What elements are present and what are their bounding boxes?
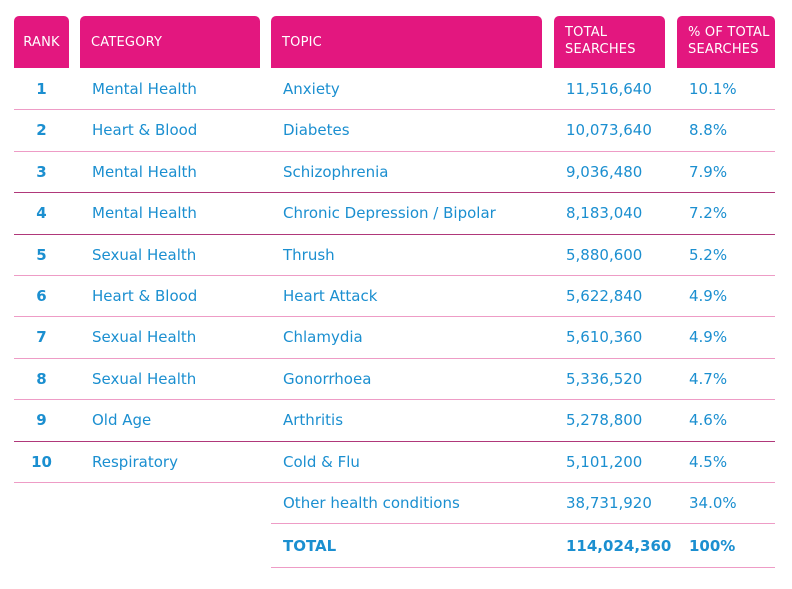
cell-category: Mental Health [92,80,197,98]
header-pct-label-line1: % OF TOTAL [688,25,770,40]
cell-category: Mental Health [92,162,197,181]
cell-total-searches: 5,278,800 [566,411,643,430]
header-rank: RANK [14,16,69,68]
row-divider [14,440,775,442]
table-row: 1 Mental Health Anxiety 11,516,640 10.1% [0,69,792,111]
cell-total-searches: 5,880,600 [566,245,643,264]
row-divider [14,316,775,318]
cell-category: Respiratory [92,452,178,471]
cell-category: Sexual Health [92,369,197,388]
cell-topic: Thrush [283,245,335,264]
cell-pct: 4.5% [689,452,728,471]
cell-rank: 1 [36,80,47,98]
table-row: 9 Old Age Arthritis 5,278,800 4.6% [0,400,792,442]
cell-pct: 7.9% [689,162,728,181]
cell-topic: Other health conditions [283,494,460,512]
cell-topic: Schizophrenia [283,162,389,181]
cell-topic: Anxiety [283,80,340,98]
cell-rank: 9 [36,411,47,430]
cell-total-searches: 10,073,640 [566,121,652,140]
cell-total-searches: 114,024,360 [566,537,672,556]
row-divider [271,523,775,525]
cell-rank: 5 [36,245,47,264]
cell-category: Heart & Blood [92,121,198,140]
row-divider [14,192,775,194]
header-total-searches: TOTAL SEARCHES [554,16,665,68]
cell-pct: 4.9% [689,287,728,305]
header-category: CATEGORY [80,16,260,68]
cell-total-searches: 5,610,360 [566,328,643,347]
header-rank-label: RANK [23,34,60,50]
row-divider [14,150,775,152]
table-row-total: TOTAL 114,024,360 100% [0,526,792,568]
cell-category: Old Age [92,411,152,430]
cell-total-searches: 38,731,920 [566,494,652,512]
cell-topic: Arthritis [283,411,344,430]
cell-pct: 7.2% [689,204,728,223]
cell-total-searches: 5,336,520 [566,369,643,388]
header-category-label: CATEGORY [91,34,163,50]
cell-pct: 4.6% [689,411,728,430]
header-topic-label: TOPIC [282,34,322,50]
row-divider [271,566,775,568]
cell-pct: 8.8% [689,121,728,140]
header-total-label-line1: TOTAL [565,25,608,40]
cell-category: Sexual Health [92,328,197,347]
table-row: 6 Heart & Blood Heart Attack 5,622,840 4.9% [0,276,792,318]
cell-rank: 7 [36,328,47,347]
table-row: 8 Sexual Health Gonorrhoea 5,336,520 4.7% [0,359,792,401]
cell-pct: 4.9% [689,328,728,347]
cell-pct: 5.2% [689,245,728,264]
header-topic: TOPIC [271,16,542,68]
cell-category: Heart & Blood [92,287,198,305]
header-pct-total: % OF TOTAL SEARCHES [677,16,775,68]
cell-total-searches: 8,183,040 [566,204,643,223]
header-pct-label-line2: SEARCHES [688,42,759,57]
cell-topic: Chronic Depression / Bipolar [283,204,496,223]
table-row-other: Other health conditions 38,731,920 34.0% [0,483,792,525]
row-divider [14,357,775,359]
cell-rank: 4 [36,204,47,223]
row-divider [14,109,775,111]
cell-rank: 6 [36,287,47,305]
row-divider [14,399,775,401]
cell-rank: 3 [36,162,47,181]
table-row: 5 Sexual Health Thrush 5,880,600 5.2% [0,235,792,276]
table-row: 2 Heart & Blood Diabetes 10,073,640 8.8% [0,110,792,152]
table-row: 7 Sexual Health Chlamydia 5,610,360 4.9% [0,317,792,359]
cell-total-searches: 9,036,480 [566,162,643,181]
cell-topic: TOTAL [283,537,337,556]
cell-pct: 100% [689,537,736,556]
cell-rank: 8 [36,369,47,388]
table-row: 3 Mental Health Schizophrenia 9,036,480 7.9% [0,152,792,194]
cell-rank: 2 [36,121,47,140]
cell-category: Sexual Health [92,245,197,264]
cell-pct: 10.1% [689,80,737,98]
cell-total-searches: 5,622,840 [566,287,643,305]
cell-topic: Gonorrhoea [283,369,372,388]
cell-topic: Diabetes [283,121,350,140]
header-total-label-line2: SEARCHES [565,42,636,57]
row-divider [14,274,775,276]
cell-pct: 34.0% [689,494,737,512]
cell-category: Mental Health [92,204,197,223]
cell-rank: 10 [31,452,52,471]
cell-topic: Heart Attack [283,287,378,305]
cell-total-searches: 11,516,640 [566,80,652,98]
cell-topic: Cold & Flu [283,452,360,471]
row-divider [14,233,775,235]
table-row: 4 Mental Health Chronic Depression / Bipol… [0,193,792,235]
cell-pct: 4.7% [689,369,728,388]
row-divider [14,481,775,483]
cell-total-searches: 5,101,200 [566,452,643,471]
table-row: 10 Respiratory Cold & Flu 5,101,200 4.5% [0,442,792,483]
cell-topic: Chlamydia [283,328,363,347]
